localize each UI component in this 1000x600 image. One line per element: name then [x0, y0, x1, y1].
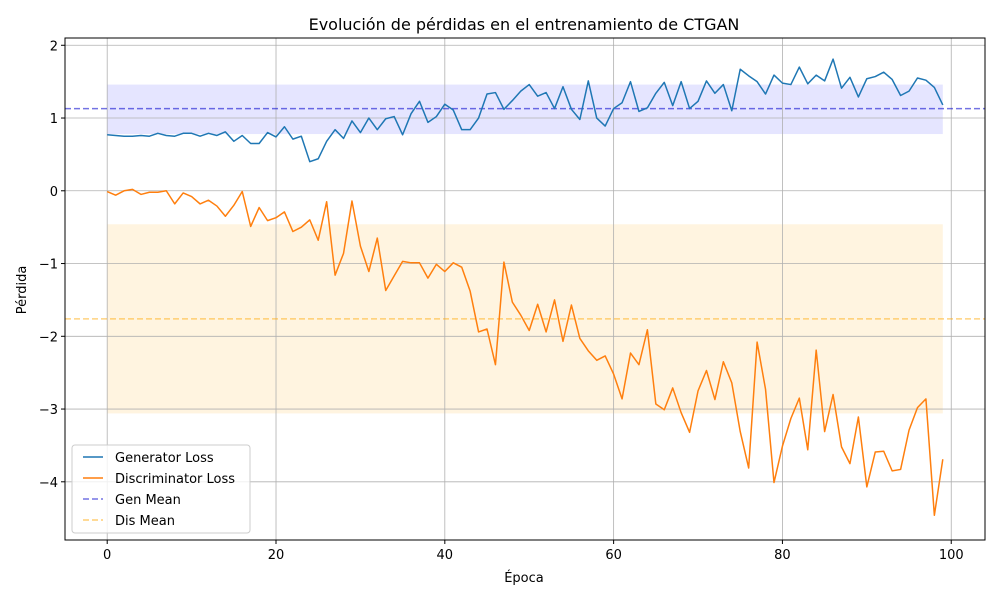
y-tick-label: 0 [50, 185, 58, 200]
series-lines [106, 58, 944, 517]
legend-box [71, 444, 251, 534]
series-line-1 [106, 188, 944, 517]
legend-label-2: Gen Mean [115, 493, 181, 508]
mean-lines [65, 107, 985, 320]
x-tick-label: 80 [774, 548, 791, 563]
legend-label-0: Generator Loss [115, 451, 214, 466]
x-tick-label: 20 [268, 548, 285, 563]
x-axis-ticks: 0 20 40 60 80 100 [103, 540, 964, 563]
y-tick-label: 1 [50, 112, 58, 127]
y-tick-label: 2 [50, 39, 58, 54]
y-tick-label: −4 [39, 476, 58, 491]
series-line-0 [107, 58, 944, 163]
x-axis-title: Época [504, 570, 544, 586]
y-axis-title: Pérdida [15, 266, 30, 315]
y-tick-label: −1 [39, 258, 58, 273]
plot-frame [64, 37, 986, 541]
y-tick-label: −3 [39, 403, 58, 418]
legend: Generator Loss Discriminator Loss Gen Mean… [71, 444, 251, 534]
y-axis-ticks: 2 1 0 −1 −2 −3 −4 [39, 39, 65, 491]
x-tick-label: 100 [939, 548, 964, 563]
chart-title: Evolución de pérdidas en el entrenamient… [309, 15, 740, 34]
x-tick-label: 0 [103, 548, 111, 563]
x-tick-label: 60 [605, 548, 622, 563]
legend-label-1: Discriminator Loss [115, 472, 235, 487]
y-tick-label: −2 [39, 330, 58, 345]
legend-label-3: Dis Mean [115, 514, 175, 529]
x-tick-label: 40 [437, 548, 454, 563]
